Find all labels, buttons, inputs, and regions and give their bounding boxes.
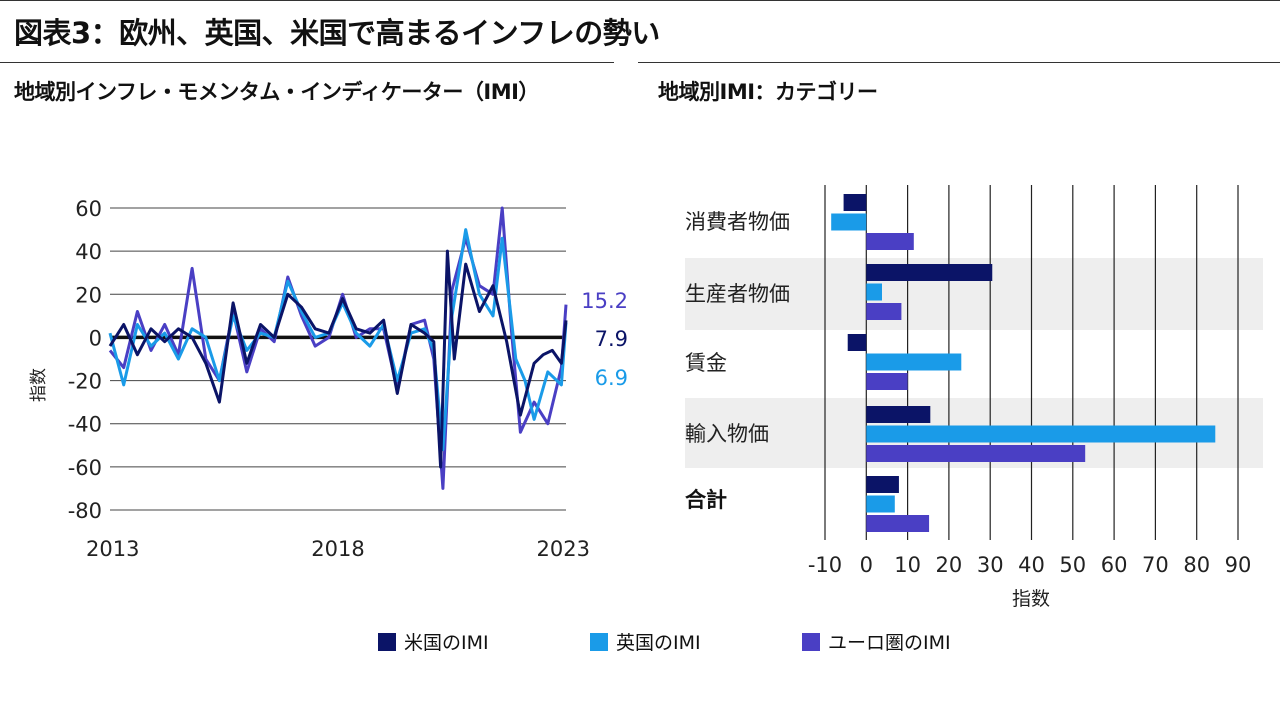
page-title: 図表3：欧州、英国、米国で高まるインフレの勢い <box>14 16 660 50</box>
bar-us-0 <box>843 194 867 211</box>
legend-label-uk: 英国のIMI <box>616 632 701 654</box>
category-label: 合計 <box>685 488 727 512</box>
legend-item-uk: 英国のIMI <box>590 628 701 655</box>
x-tick-label: 2023 <box>537 537 590 561</box>
y-tick-label: -60 <box>68 456 102 480</box>
x-tick-label: 2013 <box>86 537 139 561</box>
y-tick-label: -20 <box>68 370 102 394</box>
x-tick-label: 50 <box>1059 553 1086 577</box>
end-value-label: 6.9 <box>595 366 628 390</box>
series-line-eu <box>108 206 568 490</box>
bar-eu-2 <box>866 373 908 390</box>
bar-us-2 <box>847 334 867 351</box>
top-rule <box>0 0 1280 1</box>
series-line-us <box>108 249 568 469</box>
legend-swatch-eu <box>802 632 820 651</box>
bar-eu-4 <box>866 515 930 532</box>
x-axis-label: 指数 <box>1012 588 1050 610</box>
bar-uk-4 <box>866 495 895 513</box>
y-tick-label: 60 <box>75 197 102 221</box>
category-label: 生産者物価 <box>685 282 790 306</box>
right-divider <box>638 62 1280 63</box>
x-tick-label: 70 <box>1142 553 1169 577</box>
y-tick-label: 20 <box>75 283 102 307</box>
bar-uk-0 <box>831 213 867 231</box>
x-tick-label: 30 <box>977 553 1004 577</box>
y-tick-label: -80 <box>68 499 102 523</box>
y-axis-label: 指数 <box>29 368 49 402</box>
bar-eu-1 <box>866 303 902 320</box>
category-label: 賃金 <box>685 351 727 375</box>
legend-label-us: 米国のIMI <box>404 632 489 654</box>
x-tick-label: 0 <box>860 553 873 577</box>
series-line-uk <box>108 228 568 452</box>
bar-eu-3 <box>866 445 1086 462</box>
legend-swatch-uk <box>590 632 608 651</box>
category-band-1 <box>685 398 1263 468</box>
legend-item-us: 米国のIMI <box>378 628 489 655</box>
y-tick-label: 40 <box>75 240 102 264</box>
legend-label-eu: ユーロ圏のIMI <box>828 632 951 654</box>
bar-eu-0 <box>866 233 914 250</box>
bar-uk-1 <box>866 283 882 301</box>
bar-us-1 <box>866 264 993 281</box>
line-chart-title: 地域別インフレ・モメンタム・インディケーター（IMI） <box>14 80 539 104</box>
y-tick-label: -40 <box>68 413 102 437</box>
category-label: 消費者物価 <box>685 210 790 234</box>
x-tick-label: 90 <box>1225 553 1252 577</box>
legend: 米国のIMI 英国のIMI ユーロ圏のIMI <box>0 628 1280 656</box>
x-tick-label: 40 <box>1018 553 1045 577</box>
y-tick-label: 0 <box>89 326 102 350</box>
end-value-label: 15.2 <box>581 289 628 313</box>
left-divider <box>0 62 614 63</box>
bar-us-4 <box>866 476 899 493</box>
bar-uk-3 <box>866 425 1216 443</box>
category-band-0 <box>685 258 1263 330</box>
bar-uk-2 <box>866 353 962 371</box>
x-tick-label: 2018 <box>311 537 364 561</box>
x-tick-label: 20 <box>936 553 963 577</box>
bar-us-3 <box>866 406 931 423</box>
legend-swatch-us <box>378 632 396 651</box>
category-label: 輸入物価 <box>685 422 769 446</box>
legend-item-eu: ユーロ圏のIMI <box>802 628 951 655</box>
line-chart: 60 40 20 0 -20 -40 -60 -80 2013 2018 2023 指数 15.2 7.9… <box>29 197 628 561</box>
x-tick-label: 60 <box>1101 553 1128 577</box>
x-tick-label: 80 <box>1183 553 1210 577</box>
x-tick-label: -10 <box>808 553 842 577</box>
bar-chart-title: 地域別IMI：カテゴリー <box>658 80 878 104</box>
x-tick-label: 10 <box>894 553 921 577</box>
end-value-label: 7.9 <box>595 327 628 351</box>
